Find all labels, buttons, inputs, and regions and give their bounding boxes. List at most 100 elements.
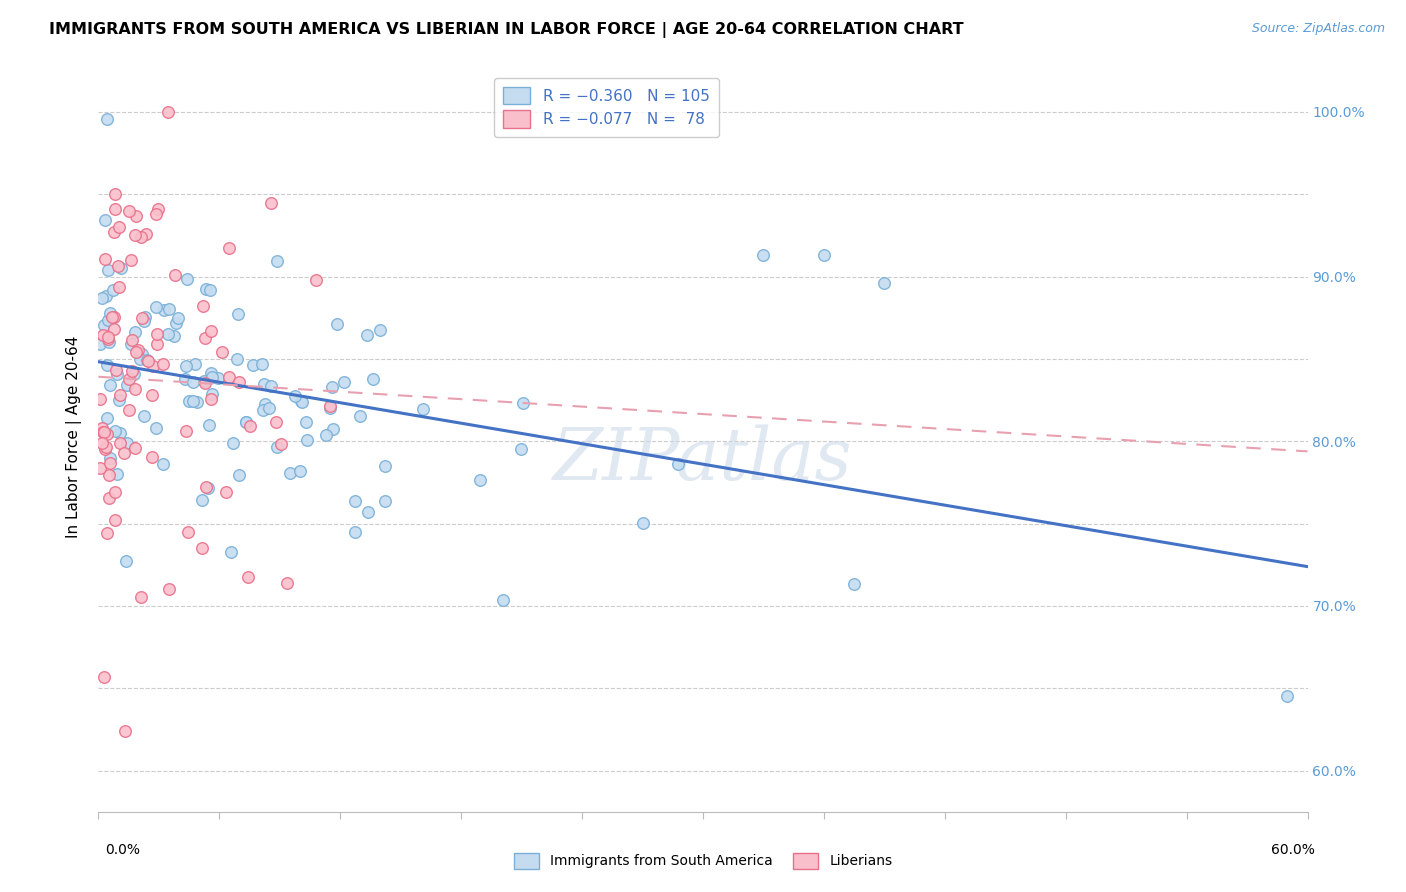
Legend: R = −0.360   N = 105, R = −0.077   N =  78: R = −0.360 N = 105, R = −0.077 N = 78 (494, 78, 718, 137)
Point (276, 575, 298, 590)
Point (107, 220, 129, 235)
Point (135, 227, 157, 242)
Point (211, 344, 233, 359)
Point (98, 468, 121, 483)
Point (93, 318, 115, 333)
Point (228, 468, 250, 483)
Point (105, 367, 128, 381)
Point (321, 380, 343, 394)
Point (108, 426, 131, 441)
Point (89, 392, 111, 406)
Point (96, 411, 118, 425)
Point (145, 207, 167, 221)
Point (190, 492, 212, 507)
Point (105, 363, 128, 377)
Point (97, 329, 120, 343)
Point (221, 545, 243, 559)
Point (91, 291, 114, 305)
Point (260, 379, 283, 393)
Point (264, 415, 287, 429)
Point (91, 328, 114, 343)
Point (124, 228, 146, 243)
Point (103, 310, 125, 324)
Point (186, 394, 208, 409)
Point (184, 357, 207, 371)
Point (105, 467, 128, 481)
Point (266, 254, 288, 268)
Point (177, 394, 200, 409)
Point (118, 203, 141, 218)
Text: 0.0%: 0.0% (105, 843, 141, 857)
Point (278, 466, 301, 480)
Point (195, 282, 218, 296)
Point (125, 209, 148, 223)
Point (349, 409, 371, 423)
Point (98, 456, 121, 470)
Point (98, 451, 121, 466)
Point (145, 421, 167, 435)
Point (166, 310, 188, 325)
Point (752, 248, 775, 262)
Point (510, 442, 533, 457)
Point (183, 375, 205, 389)
Point (115, 554, 138, 568)
Point (131, 311, 153, 326)
Point (177, 524, 200, 539)
Point (207, 371, 229, 385)
Point (253, 396, 276, 410)
Point (197, 481, 219, 495)
Point (94, 252, 117, 266)
Point (125, 344, 148, 359)
Point (110, 260, 132, 275)
Point (112, 446, 135, 460)
Point (103, 225, 125, 239)
Point (115, 377, 138, 392)
Point (218, 241, 240, 255)
Point (132, 314, 155, 328)
Point (315, 428, 337, 442)
Point (157, 582, 180, 596)
Point (374, 459, 396, 474)
Point (239, 418, 262, 433)
Point (152, 357, 174, 371)
Point (145, 336, 167, 351)
Point (873, 276, 896, 290)
Point (108, 280, 131, 294)
Point (221, 436, 243, 450)
Point (97, 263, 120, 277)
Point (235, 415, 257, 429)
Point (108, 388, 131, 402)
Point (104, 513, 127, 527)
Point (89, 337, 111, 351)
Point (492, 593, 515, 607)
Point (194, 376, 217, 391)
Point (94, 213, 117, 227)
Point (101, 310, 124, 324)
Point (633, 516, 655, 531)
Point (97, 332, 120, 346)
Point (228, 375, 250, 389)
Point (114, 724, 136, 739)
Point (326, 317, 349, 331)
Point (127, 343, 149, 357)
Point (191, 541, 214, 556)
Point (121, 334, 143, 348)
Point (146, 326, 169, 341)
Point (193, 374, 215, 388)
Point (356, 328, 378, 343)
Point (159, 301, 181, 316)
Point (250, 357, 273, 371)
Point (1277, 690, 1299, 704)
Point (198, 283, 221, 297)
Point (94, 289, 117, 303)
Point (374, 493, 396, 508)
Y-axis label: In Labor Force | Age 20-64: In Labor Force | Age 20-64 (66, 336, 83, 538)
Point (94, 442, 117, 456)
Point (191, 299, 214, 313)
Point (142, 359, 165, 373)
Point (103, 321, 125, 335)
Point (260, 196, 283, 211)
Point (141, 450, 163, 464)
Point (134, 310, 156, 325)
Point (305, 273, 328, 287)
